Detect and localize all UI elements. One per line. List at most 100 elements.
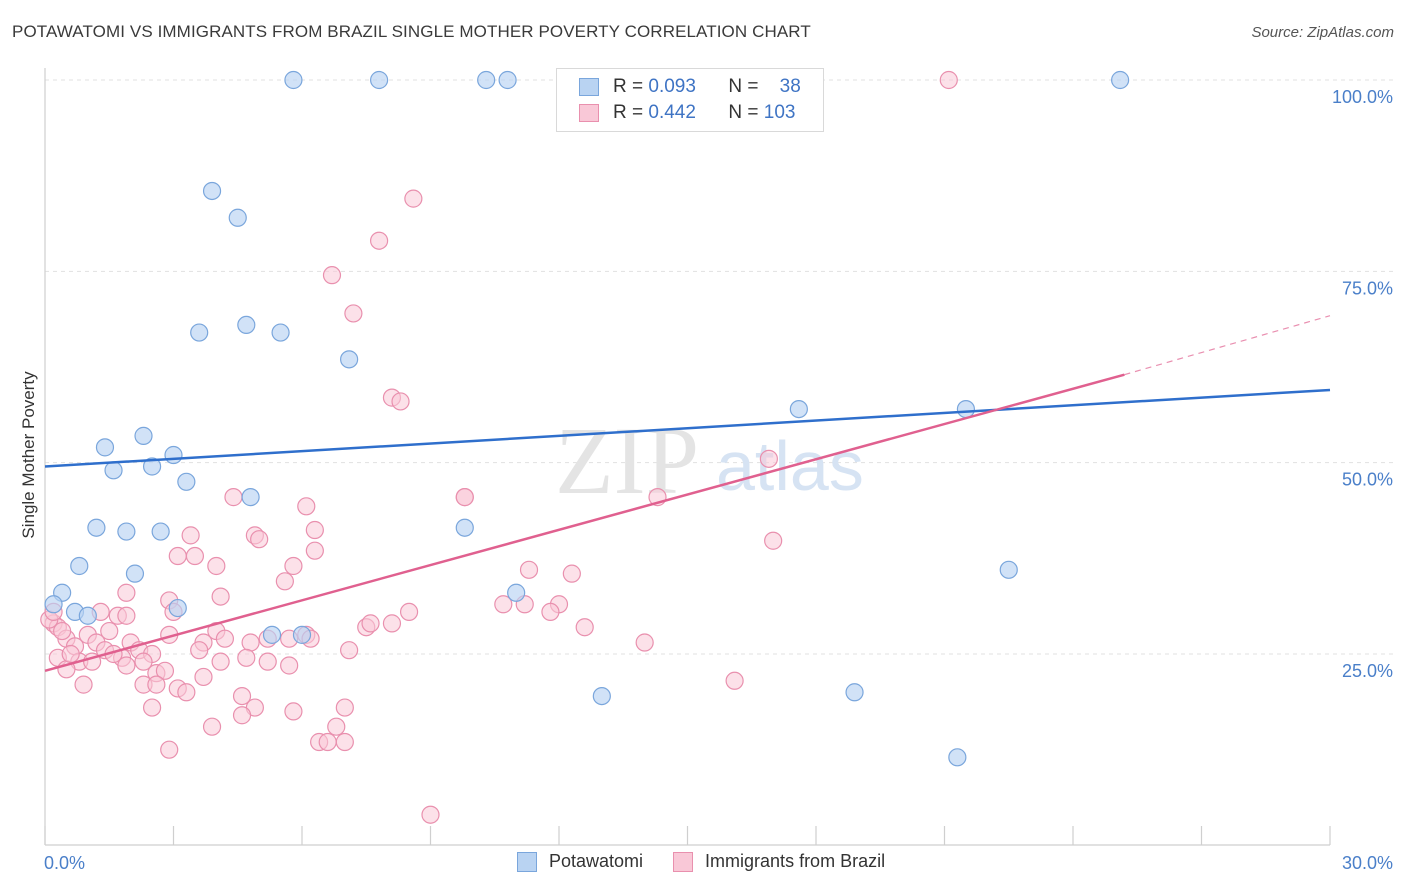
data-point-brazil bbox=[284, 702, 303, 721]
data-point-potawatomi bbox=[340, 350, 359, 369]
watermark-zip: ZIP bbox=[555, 407, 699, 514]
data-point-potawatomi bbox=[455, 518, 474, 537]
data-point-brazil bbox=[421, 805, 440, 824]
data-point-potawatomi bbox=[202, 181, 222, 201]
legend-r-label: R = bbox=[613, 102, 644, 123]
legend-n-value: 103 bbox=[763, 102, 796, 123]
data-point-potawatomi bbox=[271, 323, 290, 342]
data-point-potawatomi bbox=[1111, 70, 1130, 90]
watermark: ZIP atlas bbox=[555, 407, 864, 514]
data-point-potawatomi bbox=[237, 315, 256, 335]
bottom-legend-label: Potawatomi bbox=[549, 851, 644, 871]
data-point-brazil bbox=[181, 526, 200, 545]
legend-row-potawatomi: R = 0.093 N = 38 bbox=[579, 75, 801, 99]
data-point-brazil bbox=[232, 706, 252, 725]
legend-r-label: R = bbox=[613, 76, 644, 97]
data-point-brazil bbox=[211, 652, 230, 671]
data-point-brazil bbox=[215, 629, 234, 648]
data-point-brazil bbox=[322, 266, 342, 285]
data-point-brazil bbox=[335, 698, 354, 717]
data-point-potawatomi bbox=[70, 556, 89, 576]
data-point-brazil bbox=[61, 644, 80, 664]
data-point-brazil bbox=[382, 614, 402, 633]
data-point-potawatomi bbox=[592, 686, 611, 706]
data-point-brazil bbox=[155, 661, 175, 680]
data-point-potawatomi bbox=[95, 438, 115, 457]
trend-lines bbox=[44, 315, 1331, 673]
tick-labels: 25.0% 50.0% 75.0% 100.0% 0.0% 30.0% bbox=[44, 87, 1393, 873]
data-point-potawatomi bbox=[262, 625, 282, 644]
data-point-brazil bbox=[764, 531, 783, 550]
data-point-potawatomi bbox=[507, 583, 526, 602]
legend-n-value: 38 bbox=[779, 76, 801, 97]
y-tick-label: 50.0% bbox=[1342, 470, 1393, 490]
data-point-brazil bbox=[318, 732, 337, 752]
data-point-potawatomi bbox=[477, 70, 496, 90]
series-potawatomi bbox=[44, 70, 1130, 767]
data-point-potawatomi bbox=[948, 748, 967, 767]
data-point-brazil bbox=[370, 231, 389, 250]
data-point-potawatomi bbox=[999, 560, 1018, 579]
data-point-brazil bbox=[117, 606, 136, 625]
data-point-brazil bbox=[280, 656, 299, 675]
grid-lines bbox=[45, 79, 1395, 655]
data-point-brazil bbox=[399, 602, 419, 622]
data-point-potawatomi bbox=[789, 399, 808, 419]
data-point-brazil bbox=[211, 587, 230, 606]
data-point-potawatomi bbox=[168, 598, 187, 618]
data-point-potawatomi bbox=[117, 522, 136, 541]
trend-line-potawatomi bbox=[44, 388, 1331, 468]
bottom-legend-label: Immigrants from Brazil bbox=[705, 851, 886, 871]
data-point-potawatomi bbox=[177, 472, 196, 491]
y-tick-label: 75.0% bbox=[1342, 278, 1393, 298]
data-point-brazil bbox=[562, 564, 581, 583]
bottom-legend-swatch-blue bbox=[517, 851, 537, 872]
data-point-brazil bbox=[361, 614, 380, 633]
legend-swatch-pink bbox=[579, 104, 599, 122]
legend-n-label: N = bbox=[728, 76, 759, 97]
x-tick-label: 0.0% bbox=[44, 853, 85, 873]
data-point-brazil bbox=[100, 621, 119, 641]
data-point-brazil bbox=[53, 621, 72, 641]
data-point-brazil bbox=[237, 648, 256, 667]
data-point-brazil bbox=[305, 520, 324, 540]
data-point-potawatomi bbox=[190, 323, 209, 342]
data-point-brazil bbox=[134, 652, 153, 671]
trend-line-brazil bbox=[44, 373, 1125, 673]
data-point-brazil bbox=[725, 671, 744, 690]
data-point-brazil bbox=[939, 70, 958, 90]
data-point-brazil bbox=[635, 633, 654, 652]
data-point-brazil bbox=[250, 530, 269, 549]
data-point-brazil bbox=[275, 572, 294, 591]
data-point-potawatomi bbox=[78, 606, 97, 625]
data-point-brazil bbox=[232, 686, 252, 706]
bottom-legend-item-brazil: Immigrants from Brazil bbox=[673, 851, 885, 872]
data-point-brazil bbox=[194, 667, 213, 687]
data-point-potawatomi bbox=[142, 457, 162, 476]
legend-r-value: 0.442 bbox=[648, 102, 696, 123]
data-point-potawatomi bbox=[125, 564, 145, 583]
data-point-brazil bbox=[142, 698, 162, 717]
data-point-potawatomi bbox=[956, 399, 976, 419]
data-point-brazil bbox=[335, 732, 354, 752]
data-point-potawatomi bbox=[164, 445, 183, 465]
data-point-brazil bbox=[224, 488, 243, 507]
chart-title: POTAWATOMI VS IMMIGRANTS FROM BRAZIL SIN… bbox=[12, 22, 811, 41]
data-point-brazil bbox=[241, 633, 260, 652]
data-point-brazil bbox=[519, 560, 539, 579]
legend-n-label: N = bbox=[728, 102, 759, 123]
data-point-brazil bbox=[168, 546, 187, 566]
data-point-brazil bbox=[190, 641, 209, 660]
data-point-brazil bbox=[185, 546, 205, 566]
data-point-potawatomi bbox=[104, 461, 123, 480]
data-point-brazil bbox=[202, 717, 222, 736]
data-point-brazil bbox=[391, 392, 410, 411]
bottom-legend: Potawatomi Immigrants from Brazil bbox=[517, 851, 915, 872]
data-point-brazil bbox=[258, 652, 277, 671]
y-tick-label: 25.0% bbox=[1342, 661, 1393, 681]
data-point-brazil bbox=[177, 683, 196, 702]
data-point-potawatomi bbox=[284, 70, 303, 90]
data-point-brazil bbox=[160, 740, 179, 759]
data-point-brazil bbox=[494, 595, 513, 614]
data-point-brazil bbox=[297, 497, 316, 516]
